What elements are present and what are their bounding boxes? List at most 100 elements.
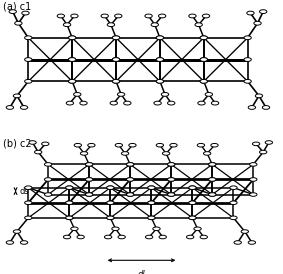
Circle shape	[189, 216, 196, 220]
Circle shape	[66, 101, 74, 105]
Circle shape	[85, 178, 93, 181]
Circle shape	[244, 58, 251, 61]
Circle shape	[168, 101, 175, 105]
Circle shape	[107, 23, 115, 27]
Circle shape	[262, 105, 270, 109]
Circle shape	[145, 14, 152, 18]
Circle shape	[85, 178, 93, 181]
Circle shape	[189, 201, 196, 204]
Circle shape	[168, 193, 175, 196]
Circle shape	[168, 193, 175, 196]
Circle shape	[127, 193, 134, 196]
Circle shape	[15, 21, 22, 25]
Circle shape	[110, 101, 117, 105]
Circle shape	[112, 58, 120, 61]
Circle shape	[162, 152, 170, 155]
Circle shape	[230, 186, 237, 190]
Circle shape	[115, 14, 122, 18]
Circle shape	[42, 142, 49, 146]
Text: ds: ds	[20, 187, 29, 196]
Circle shape	[104, 235, 112, 239]
Circle shape	[25, 201, 32, 204]
Circle shape	[85, 162, 93, 166]
Circle shape	[198, 101, 205, 105]
Circle shape	[234, 241, 241, 244]
Circle shape	[6, 105, 14, 109]
Circle shape	[127, 162, 134, 166]
Circle shape	[252, 142, 260, 146]
Circle shape	[145, 235, 153, 239]
Circle shape	[68, 79, 76, 83]
Circle shape	[124, 101, 131, 105]
Circle shape	[71, 227, 78, 231]
Circle shape	[148, 216, 155, 220]
Circle shape	[151, 23, 158, 27]
Circle shape	[209, 162, 216, 166]
Circle shape	[6, 241, 14, 244]
Text: (b) c2: (b) c2	[3, 138, 31, 148]
Circle shape	[161, 93, 169, 96]
Circle shape	[13, 230, 21, 233]
Circle shape	[25, 216, 32, 220]
Circle shape	[121, 152, 129, 155]
Circle shape	[168, 178, 175, 181]
Circle shape	[127, 178, 134, 181]
Circle shape	[77, 235, 84, 239]
Circle shape	[156, 36, 164, 40]
Circle shape	[127, 162, 134, 166]
Circle shape	[194, 227, 201, 231]
Circle shape	[248, 105, 256, 109]
Circle shape	[117, 93, 125, 96]
Circle shape	[230, 201, 237, 204]
Circle shape	[68, 36, 76, 40]
Circle shape	[209, 178, 216, 181]
Circle shape	[129, 143, 136, 147]
Circle shape	[68, 79, 76, 83]
Circle shape	[168, 162, 175, 166]
Circle shape	[57, 14, 65, 18]
Circle shape	[148, 186, 155, 190]
Circle shape	[156, 79, 164, 83]
Circle shape	[20, 105, 28, 109]
Circle shape	[189, 14, 196, 18]
Circle shape	[9, 10, 16, 13]
Circle shape	[68, 58, 76, 61]
Circle shape	[66, 216, 73, 220]
Circle shape	[209, 193, 216, 196]
Circle shape	[248, 241, 256, 244]
Circle shape	[68, 58, 76, 61]
Circle shape	[112, 79, 120, 83]
Circle shape	[195, 23, 202, 27]
Circle shape	[63, 235, 71, 239]
Circle shape	[29, 141, 36, 144]
Circle shape	[80, 101, 87, 105]
Circle shape	[66, 216, 73, 220]
Circle shape	[107, 186, 114, 190]
Circle shape	[250, 178, 257, 181]
Circle shape	[211, 101, 219, 105]
Circle shape	[189, 186, 196, 190]
Circle shape	[200, 36, 207, 40]
Circle shape	[66, 186, 73, 190]
Circle shape	[244, 36, 251, 40]
Circle shape	[13, 94, 21, 98]
Circle shape	[107, 186, 114, 190]
Circle shape	[230, 216, 237, 220]
Circle shape	[241, 230, 248, 233]
Circle shape	[186, 235, 194, 239]
Circle shape	[209, 178, 216, 181]
Circle shape	[158, 14, 166, 18]
Circle shape	[156, 143, 164, 147]
Circle shape	[118, 235, 125, 239]
Circle shape	[200, 36, 207, 40]
Circle shape	[66, 186, 73, 190]
Circle shape	[148, 216, 155, 220]
Circle shape	[25, 36, 32, 40]
Circle shape	[250, 162, 257, 166]
Circle shape	[153, 227, 160, 231]
Circle shape	[200, 79, 207, 83]
Circle shape	[107, 216, 114, 220]
Circle shape	[22, 11, 29, 15]
Circle shape	[250, 193, 257, 196]
Circle shape	[101, 14, 108, 18]
